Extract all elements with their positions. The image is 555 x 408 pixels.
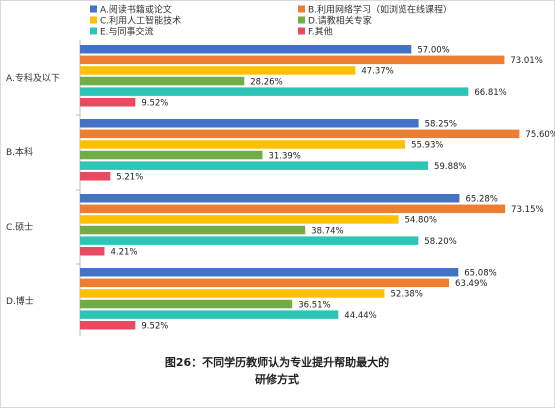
bar-2-3 <box>80 140 406 149</box>
bar-3-2 <box>80 204 506 214</box>
value-label-2-5: 59.88% <box>434 162 466 172</box>
bar-1-2 <box>80 55 505 65</box>
bar-3-1 <box>80 194 460 203</box>
value-label-1-2: 73.01% <box>510 56 542 66</box>
legend-swatch-5 <box>90 27 97 35</box>
value-label-2-1: 58.25% <box>425 120 457 130</box>
value-label-3-1: 65.28% <box>465 195 497 205</box>
value-label-1-4: 28.26% <box>250 77 282 87</box>
chart-caption-line-1: 图26：不同学历教师认为专业提升帮助最大的 <box>165 355 389 369</box>
chart-caption-line-2: 研修方式 <box>255 372 299 386</box>
bar-1-6 <box>80 98 136 107</box>
bar-4-1 <box>80 268 459 277</box>
value-label-2-2: 75.60% <box>525 130 555 140</box>
bar-1-5 <box>80 87 469 96</box>
legend-swatch-2 <box>298 5 305 13</box>
legend-swatch-3 <box>90 16 97 24</box>
bar-1-3 <box>80 66 356 75</box>
value-label-3-2: 73.15% <box>511 205 543 215</box>
value-label-4-1: 65.08% <box>464 269 496 279</box>
legend-label-3: C.利用人工智能技术 <box>100 15 181 27</box>
value-label-3-6: 4.21% <box>110 248 137 258</box>
legend-label-1: A.阅读书籍或论文 <box>100 4 172 16</box>
bar-2-6 <box>80 172 111 181</box>
value-label-2-6: 5.21% <box>116 173 143 183</box>
value-label-1-3: 47.37% <box>361 67 393 77</box>
value-label-3-3: 54.80% <box>405 216 437 226</box>
value-label-4-3: 52.38% <box>390 290 422 300</box>
bar-3-5 <box>80 236 419 245</box>
bar-3-3 <box>80 215 399 224</box>
bar-1-1 <box>80 45 412 54</box>
value-label-1-5: 66.81% <box>474 88 506 98</box>
bar-2-1 <box>80 119 419 128</box>
bar-4-6 <box>80 321 136 330</box>
legend-label-6: F.其他 <box>308 26 333 38</box>
bar-1-4 <box>80 76 245 86</box>
value-label-4-2: 63.49% <box>455 279 487 289</box>
value-label-4-5: 44.44% <box>344 311 376 321</box>
value-label-3-4: 38.74% <box>311 226 343 236</box>
value-label-4-4: 36.51% <box>298 300 330 310</box>
bar-3-6 <box>80 247 105 256</box>
legend-swatch-4 <box>298 16 305 24</box>
legend-label-4: D.请教相关专家 <box>308 15 372 27</box>
value-label-3-5: 58.20% <box>424 237 456 247</box>
bar-2-2 <box>80 129 520 139</box>
legend-label-2: B.利用网络学习（如浏览在线课程） <box>308 4 452 16</box>
value-label-1-1: 57.00% <box>417 46 449 56</box>
category-label-1: A.专科及以下 <box>6 72 60 84</box>
category-label-2: B.本科 <box>6 146 33 158</box>
bar-4-2 <box>80 278 450 288</box>
category-label-4: D.博士 <box>6 295 34 307</box>
bar-2-4 <box>80 150 263 160</box>
bar-4-5 <box>80 310 339 319</box>
category-label-3: C.硕士 <box>6 221 33 233</box>
legend-label-5: E.与同事交流 <box>100 26 154 38</box>
value-label-2-4: 31.39% <box>268 151 300 161</box>
bar-2-5 <box>80 161 429 170</box>
bar-4-3 <box>80 289 385 298</box>
bar-3-4 <box>80 225 306 235</box>
value-label-2-3: 55.93% <box>411 141 443 151</box>
bar-4-4 <box>80 299 293 309</box>
value-label-4-6: 9.52% <box>141 322 168 332</box>
value-label-1-6: 9.52% <box>141 99 168 109</box>
legend-swatch-1 <box>90 5 97 13</box>
legend-swatch-6 <box>298 27 305 35</box>
